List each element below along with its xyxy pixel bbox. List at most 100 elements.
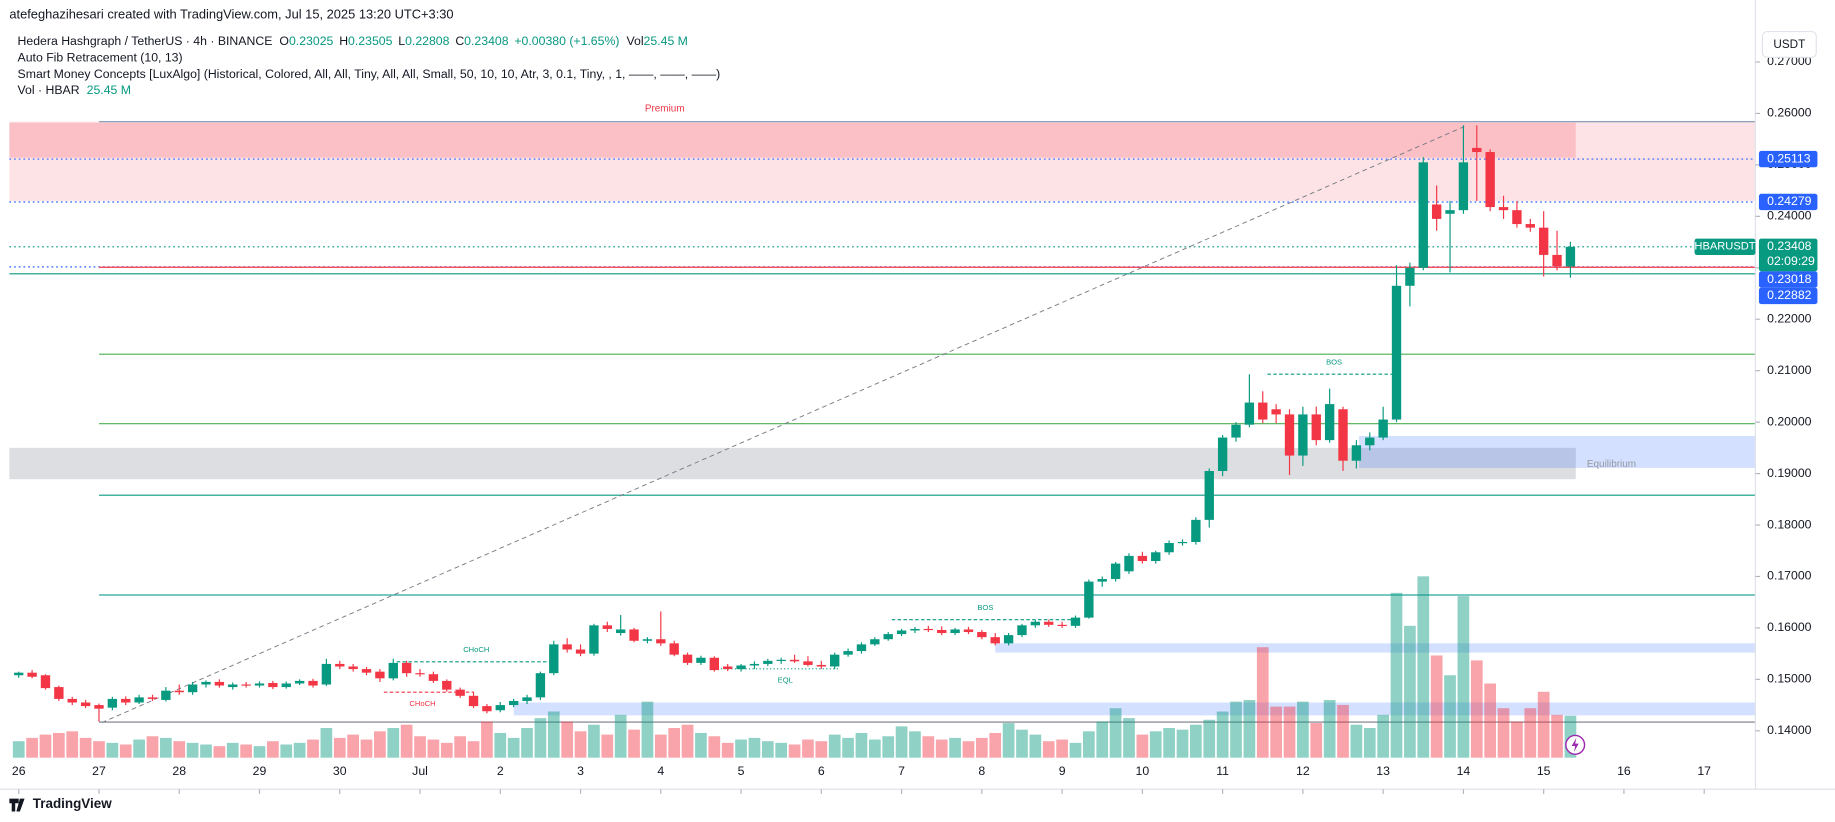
candle-body	[1405, 267, 1415, 286]
candle-body	[883, 634, 893, 640]
x-tick-label: 8	[978, 764, 985, 778]
volume-bar	[414, 736, 426, 758]
zone	[513, 702, 1756, 716]
volume-bar	[360, 739, 373, 758]
candle-body	[615, 629, 626, 634]
volume-bar	[534, 718, 547, 758]
candle-body	[1472, 147, 1482, 153]
volume-bar	[1337, 704, 1349, 758]
vol-value: 25.45 M	[644, 34, 688, 48]
candle-body	[428, 674, 439, 681]
symbol-tag	[1694, 238, 1756, 255]
annotation: Equilibrium	[1587, 459, 1636, 470]
alert-bolt	[1571, 737, 1579, 752]
price-tag	[1758, 287, 1818, 305]
candle-body	[963, 629, 974, 633]
candle-body	[977, 632, 987, 638]
candle-body	[1538, 227, 1549, 255]
candle-body	[1151, 552, 1161, 562]
candle-body	[1124, 555, 1134, 572]
volume-bar	[1323, 699, 1336, 758]
indicator[interactable]: Smart Money Concepts [LuxAlgo] (Historic…	[18, 67, 721, 81]
annotations: Premium Equilibrium BOS BOS CHoCH CHoCH EQL	[409, 103, 1636, 708]
volume-bar	[1497, 708, 1510, 758]
volume-bar	[1163, 728, 1175, 758]
volume-bar	[387, 728, 400, 758]
volume-bar	[213, 746, 226, 758]
volume-bar	[775, 742, 788, 758]
volume-bar	[1404, 625, 1416, 758]
volume-bar	[708, 736, 721, 758]
y-tick-label: 0.18000	[1767, 517, 1812, 531]
volume-bar	[1470, 660, 1483, 758]
volume-bar	[761, 741, 774, 758]
volume-bar	[1444, 675, 1456, 758]
candle-body	[937, 629, 947, 634]
candle-body	[1378, 419, 1388, 438]
indicator[interactable]: Auto Fib Retracement (10, 13)	[18, 51, 183, 65]
candle-body	[1445, 210, 1455, 214]
candle-body	[589, 625, 599, 654]
candle-body	[709, 657, 719, 671]
volume-bar	[400, 724, 413, 758]
volume-bar	[1430, 655, 1443, 758]
volume-bar	[1551, 714, 1563, 758]
candle-body	[575, 649, 586, 654]
volume-bar	[1270, 706, 1282, 758]
h-label: H	[339, 34, 348, 48]
x-tick-label: 6	[818, 764, 825, 778]
currency-button[interactable]	[1761, 30, 1817, 58]
logo: TradingView	[33, 796, 112, 811]
volume-bar	[1457, 596, 1470, 758]
candle-body	[80, 702, 91, 707]
volume-bar	[1283, 706, 1296, 758]
y-tick-label: 0.26000	[1767, 106, 1812, 120]
volume-bar	[1350, 724, 1363, 758]
candle-body	[723, 666, 733, 670]
candle-body	[1351, 445, 1362, 461]
x-tick-label: 14	[1457, 764, 1471, 778]
indicator[interactable]: Vol · HBAR 25.45 M	[18, 83, 131, 97]
volume-bar	[802, 739, 814, 758]
candle-body	[281, 683, 291, 688]
price-labels: HBARUSDT 0.2340802:09:290.251130.242790.2…	[1694, 150, 1818, 305]
volume-bar	[815, 741, 828, 758]
candle-body	[415, 673, 425, 675]
volume-bar	[975, 737, 988, 758]
candle-body	[696, 657, 706, 663]
candle-body	[669, 643, 679, 655]
candle-body	[1137, 555, 1148, 562]
candle-body	[268, 682, 278, 688]
candle-body	[789, 659, 800, 662]
volume-bar	[922, 736, 935, 758]
volume-bar	[494, 732, 507, 758]
candle-body	[321, 663, 332, 685]
volume-bar	[119, 744, 132, 758]
volume-bar	[267, 741, 279, 758]
volume-bar	[989, 732, 1002, 758]
x-tick-label: 15	[1537, 764, 1551, 778]
volume-bar	[1524, 708, 1537, 758]
volume-bar	[1136, 734, 1149, 758]
candle-body	[214, 681, 225, 686]
volume-bar	[320, 728, 333, 758]
volume-bar	[1243, 699, 1256, 758]
symbol-tag-text: HBARUSDT	[1694, 241, 1755, 253]
volume-bar	[1056, 739, 1068, 758]
y-tick-label: 0.15000	[1767, 672, 1812, 686]
y-tick-label: 0.20000	[1767, 414, 1812, 428]
volume-bar	[1417, 576, 1430, 758]
c-value: 0.23408	[464, 34, 509, 48]
volume-bar	[374, 731, 386, 758]
candle-body	[201, 681, 211, 685]
volume-bar	[588, 724, 600, 758]
volume-bar	[146, 736, 159, 758]
volume-bar	[1190, 724, 1202, 758]
candle-body	[187, 684, 198, 693]
candle-body	[94, 705, 104, 709]
candle-body	[1365, 437, 1375, 446]
volume-bar	[909, 731, 921, 758]
volume-bar	[467, 741, 480, 758]
volume-bar	[628, 729, 640, 758]
